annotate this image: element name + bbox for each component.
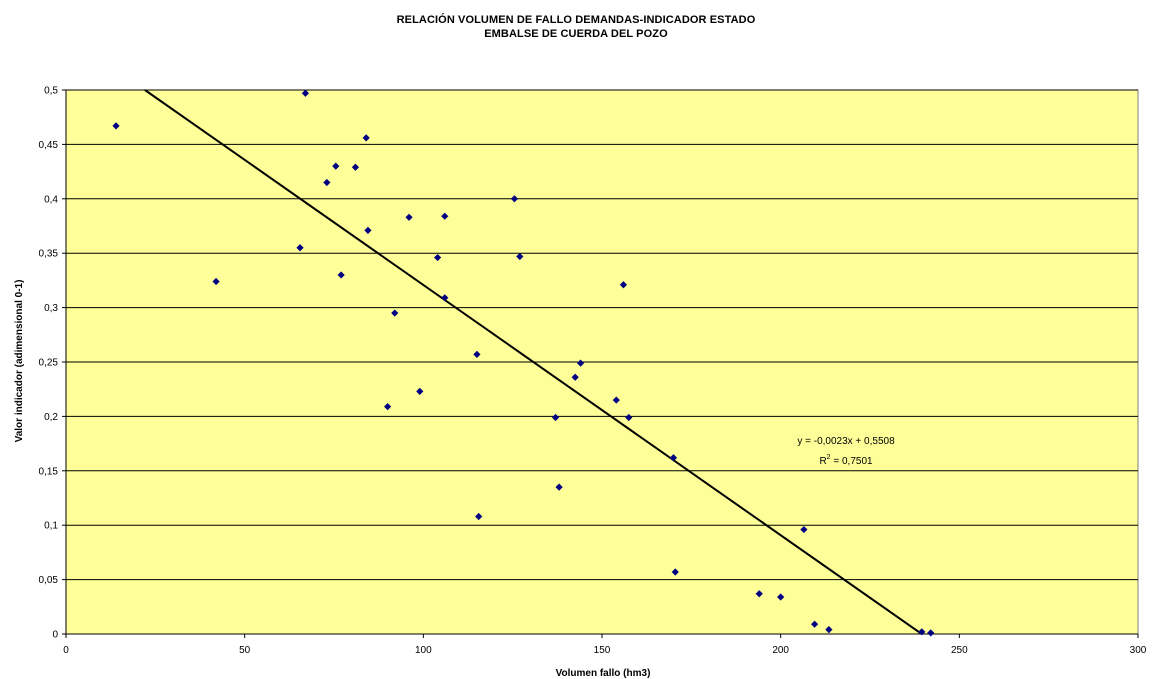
data-point (927, 629, 935, 637)
data-point (755, 590, 763, 598)
y-tick-label: 0,2 (44, 412, 58, 423)
data-point (576, 359, 585, 367)
data-point (800, 525, 808, 534)
gridlines (66, 89, 1138, 581)
data-point (516, 252, 524, 261)
x-tick-label: 100 (415, 645, 432, 656)
y-tick-label: 0,05 (39, 575, 59, 586)
data-point (364, 226, 372, 234)
data-point (301, 89, 310, 97)
r2-superscript: 2 (827, 454, 831, 461)
x-tick-label: 300 (1130, 645, 1147, 656)
trendline-equation: y = -0,0023x + 0,5508 (797, 436, 895, 447)
trendline-r2: R2 = 0,7501 (819, 454, 873, 467)
data-point (351, 163, 360, 171)
data-point (405, 213, 413, 221)
data-point (441, 212, 449, 220)
data-point (669, 454, 678, 462)
y-tick-label: 0,3 (44, 303, 58, 314)
data-point (825, 626, 833, 634)
data-point (384, 403, 392, 411)
data-point (434, 253, 442, 262)
data-point (337, 271, 345, 279)
data-point (510, 195, 519, 203)
data-point (473, 350, 481, 358)
data-point (362, 134, 370, 142)
x-axis-title: Volumen fallo (hm3) (556, 668, 651, 679)
x-tick-label: 0 (63, 645, 69, 656)
y-tick-label: 0,4 (44, 194, 58, 205)
tick-labels: 0 0,05 0,1 0,15 0,2 0,25 0,3 0,35 0,4 0,45 0,5 0 50 1… (39, 86, 1147, 657)
axes (62, 89, 1139, 638)
data-point (323, 178, 331, 187)
chart-title: RELACIÓN VOLUMEN DE FALLO DEMANDAS-INDIC… (396, 14, 756, 26)
data-point (391, 309, 399, 317)
x-tick-label: 250 (951, 645, 968, 656)
y-axis-title: Valor indicador (adimensional 0-1) (14, 280, 25, 443)
data-point (296, 244, 304, 252)
data-point (212, 277, 220, 286)
data-point (571, 373, 579, 381)
y-tick-label: 0,45 (39, 140, 59, 151)
x-tick-label: 200 (772, 645, 789, 656)
data-point (551, 413, 560, 422)
data-point (441, 294, 449, 302)
data-point (625, 413, 633, 422)
r2-prefix: R (819, 456, 826, 467)
data-point (671, 568, 679, 576)
r2-value: = 0,7501 (831, 456, 873, 467)
trendline (144, 89, 923, 635)
data-point (612, 396, 620, 404)
y-tick-label: 0,1 (44, 521, 58, 532)
data-point (777, 593, 785, 601)
data-point (619, 281, 628, 289)
data-point (555, 483, 563, 491)
y-tick-label: 0,5 (44, 86, 58, 97)
data-point (112, 122, 120, 130)
x-tick-label: 150 (594, 645, 611, 656)
chart-subtitle: EMBALSE DE CUERDA DEL POZO (484, 28, 668, 40)
y-tick-label: 0 (52, 630, 58, 641)
x-tick-label: 50 (239, 645, 251, 656)
data-point (918, 628, 926, 636)
y-tick-label: 0,25 (39, 358, 59, 369)
data-point (475, 512, 483, 521)
data-point (416, 387, 424, 395)
data-point (332, 162, 340, 170)
data-point (811, 620, 819, 628)
y-tick-label: 0,15 (39, 466, 59, 477)
y-tick-label: 0,35 (39, 249, 59, 260)
data-points (112, 89, 935, 637)
